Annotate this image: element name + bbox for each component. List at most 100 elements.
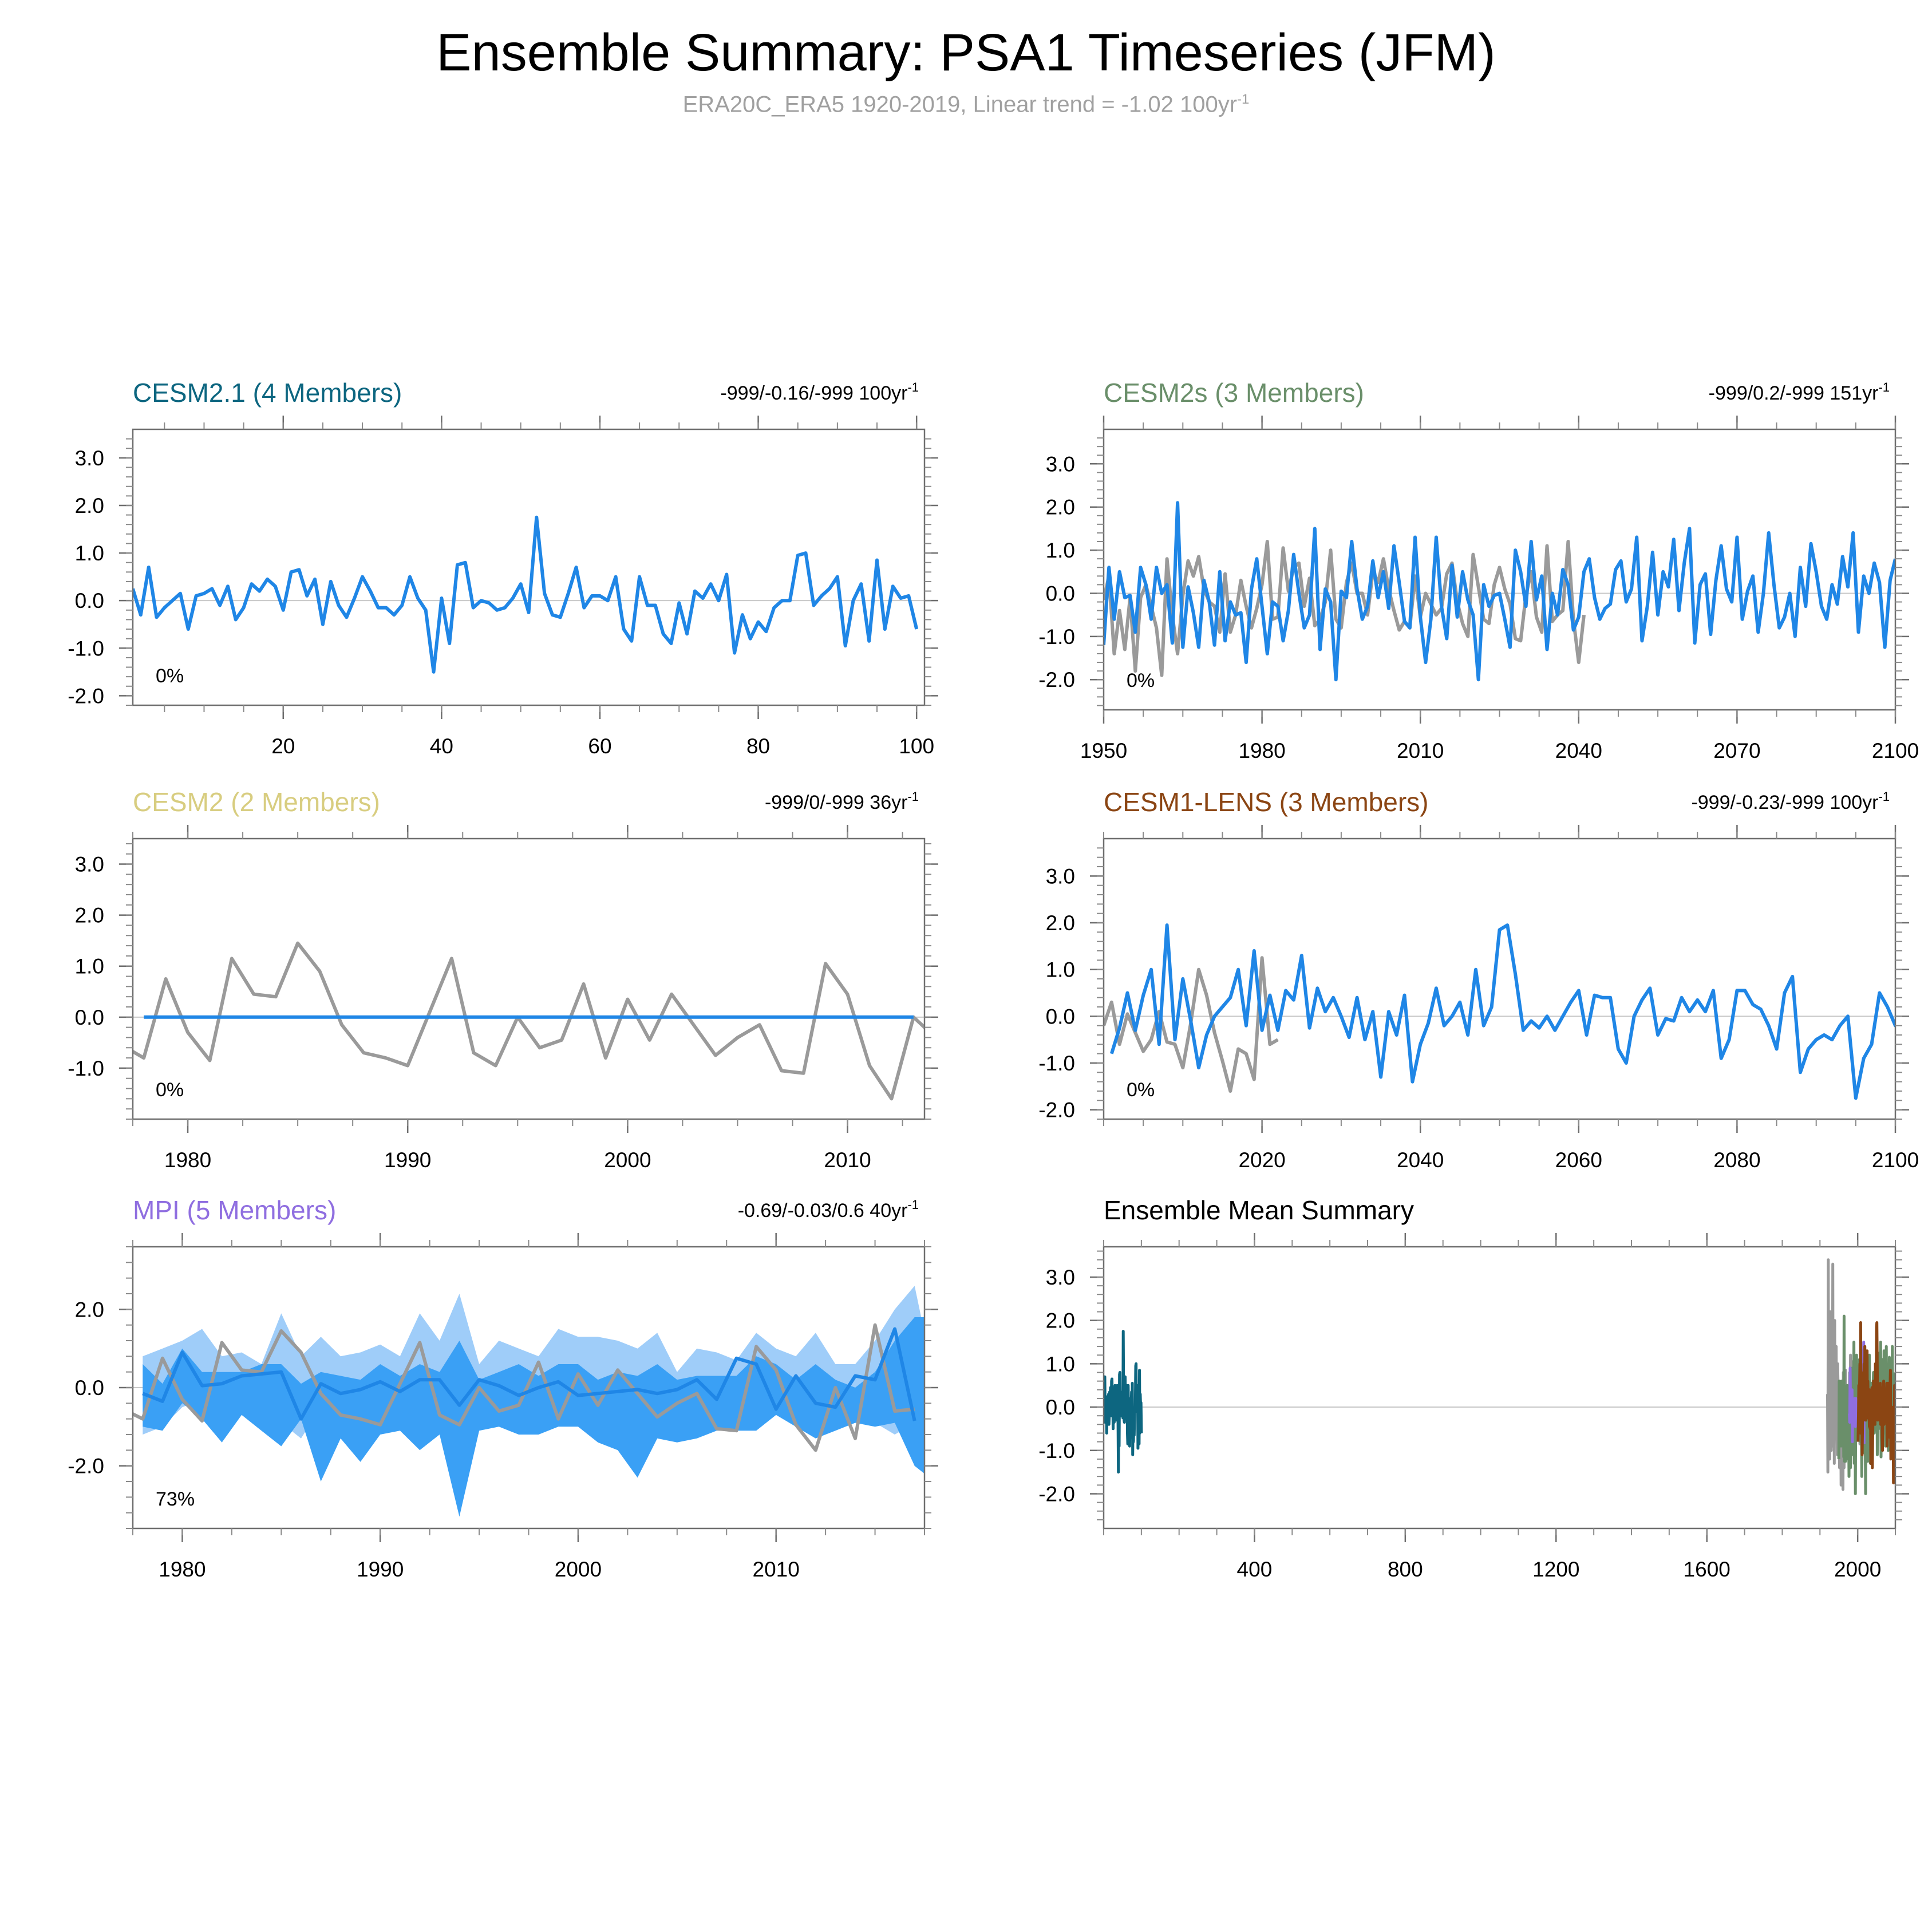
y-tick-label: -1.0	[1038, 625, 1075, 649]
ensemble-mean-line	[1104, 501, 1895, 682]
x-tick-label: 2080	[1713, 1148, 1760, 1172]
y-tick-label: -1.0	[68, 637, 104, 660]
y-tick-label: 1.0	[1046, 1352, 1075, 1376]
x-tick-label: 2100	[1872, 1148, 1919, 1172]
spread-band-inner	[143, 1317, 924, 1517]
subtitle-text: ERA20C_ERA5 1920-2019, Linear trend = -1…	[682, 92, 1238, 117]
percent-label: 0%	[1127, 1079, 1155, 1101]
plot-area	[1104, 501, 1895, 682]
percent-label: 0%	[1127, 670, 1155, 692]
x-tick-label: 2040	[1397, 1148, 1444, 1172]
y-tick-label: 3.0	[1046, 864, 1075, 888]
x-tick-label: 2070	[1713, 739, 1760, 762]
y-tick-label: 2.0	[1046, 496, 1075, 519]
y-tick-label: 1.0	[75, 955, 104, 978]
percent-label: 0%	[156, 665, 184, 687]
x-tick-label: 2000	[1834, 1558, 1881, 1581]
y-tick-label: -2.0	[1038, 1482, 1075, 1506]
x-tick-label: 1990	[384, 1148, 431, 1172]
plot-frame	[132, 837, 926, 1120]
panel-cesm1: -2.0 -1.0 0.0 1.0 2.0 3.0 2020 2040 2060 2080 2100…	[1038, 787, 1919, 1172]
trend-text: -999/0.2/-999 151yr	[1709, 382, 1879, 404]
x-tick-label: 2100	[1872, 739, 1919, 762]
trend-unit-exponent: -1	[907, 380, 919, 394]
panel-mean: -2.0 -1.0 0.0 1.0 2.0 3.0 400 800 1200 1600 2000 En…	[1038, 1195, 1909, 1581]
y-tick-label: 0.0	[1046, 1396, 1075, 1419]
trend-unit-exponent: -1	[907, 1198, 919, 1212]
series-line-cesm1-lens	[1856, 1321, 1895, 1484]
y-tick-label: 1.0	[1046, 958, 1075, 982]
ensemble-mean-line	[142, 1327, 916, 1421]
x-tick-label: 1980	[1238, 739, 1285, 762]
observation-line	[133, 941, 924, 1101]
panel-title: Ensemble Mean Summary	[1104, 1195, 1414, 1225]
y-tick-label: -2.0	[68, 1455, 104, 1478]
x-tick-label: 80	[746, 734, 770, 758]
x-tick-label: 1950	[1080, 739, 1127, 762]
plot-frame	[1103, 837, 1897, 1120]
trend-label: -0.69/-0.03/0.6 40yr-1	[738, 1198, 919, 1222]
x-tick-label: 2010	[1397, 739, 1444, 762]
plot-area	[1104, 923, 1895, 1100]
plot-area	[133, 515, 924, 674]
x-tick-label: 2010	[753, 1558, 800, 1581]
trend-label: -999/0/-999 36yr-1	[765, 789, 919, 813]
panel-cesm2s: -2.0 -1.0 0.0 1.0 2.0 3.0 1950 1980 2010 2040 2070…	[1038, 378, 1919, 762]
x-tick-label: 100	[899, 734, 934, 758]
y-tick-label: 3.0	[75, 447, 104, 470]
y-tick-label: 2.0	[75, 1298, 104, 1321]
x-tick-label: 1600	[1684, 1558, 1730, 1581]
x-tick-label: 1200	[1532, 1558, 1579, 1581]
y-tick-label: -2.0	[1038, 1099, 1075, 1122]
y-tick-label: 1.0	[1046, 539, 1075, 562]
y-tick-label: 0.0	[75, 1006, 104, 1029]
series-line-cesm2-1	[1104, 1330, 1143, 1474]
trend-label: -999/0.2/-999 151yr-1	[1709, 380, 1890, 404]
x-tick-label: 400	[1237, 1558, 1273, 1581]
y-tick-label: 2.0	[75, 904, 104, 927]
y-tick-label: -2.0	[1038, 668, 1075, 692]
y-tick-label: 1.0	[75, 542, 104, 565]
trend-text: -999/-0.16/-999 100yr	[720, 382, 907, 404]
y-tick-label: -2.0	[68, 684, 104, 708]
trend-label: -999/-0.16/-999 100yr-1	[720, 380, 919, 404]
trend-unit-exponent: -1	[907, 789, 919, 804]
trend-text: -999/0/-999 36yr	[765, 792, 908, 813]
figure-title: Ensemble Summary: PSA1 Timeseries (JFM)	[436, 23, 1496, 82]
x-tick-label: 2060	[1555, 1148, 1602, 1172]
figure-subtitle: ERA20C_ERA5 1920-2019, Linear trend = -1…	[0, 92, 1932, 117]
y-tick-label: -1.0	[1038, 1439, 1075, 1463]
y-tick-label: 2.0	[1046, 1309, 1075, 1333]
x-tick-label: 2000	[604, 1148, 651, 1172]
plot-area	[133, 1286, 924, 1517]
x-tick-label: 20	[271, 734, 295, 758]
panel-mpi: -2.0 0.0 2.0 1980 1990 2000 2010 MPI (5 Members…	[68, 1195, 938, 1581]
x-tick-label: 1980	[164, 1148, 211, 1172]
panel-title: CESM2.1 (4 Members)	[133, 378, 402, 408]
panel-title: CESM2 (2 Members)	[133, 787, 380, 817]
percent-label: 0%	[156, 1079, 184, 1101]
y-tick-label: 0.0	[1046, 1005, 1075, 1028]
trend-unit-exponent: -1	[1878, 789, 1890, 804]
x-tick-label: 2040	[1555, 739, 1602, 762]
ensemble-mean-line	[1109, 923, 1895, 1100]
trend-text: -0.69/-0.03/0.6 40yr	[738, 1200, 908, 1222]
panel-cesm2: -1.0 0.0 1.0 2.0 3.0 1980 1990 2000 2010 CESM2 (2…	[68, 787, 938, 1172]
panel-cesm21: -2.0 -1.0 0.0 1.0 2.0 3.0 20 40 60 80 100 CESM2.1 (…	[68, 378, 938, 758]
panel-title: MPI (5 Members)	[133, 1195, 336, 1225]
y-tick-label: 3.0	[75, 853, 104, 876]
trend-label: -999/-0.23/-999 100yr-1	[1691, 789, 1890, 813]
x-tick-label: 2000	[555, 1558, 602, 1581]
y-tick-label: -1.0	[1038, 1052, 1075, 1075]
percent-label: 73%	[156, 1488, 195, 1510]
subtitle-unit-exponent: -1	[1237, 92, 1250, 107]
x-tick-label: 40	[430, 734, 453, 758]
trend-unit-exponent: -1	[1878, 380, 1890, 394]
x-tick-label: 1980	[159, 1558, 206, 1581]
x-tick-label: 1990	[357, 1558, 404, 1581]
observation-line	[133, 1323, 915, 1452]
plot-frame	[132, 428, 926, 706]
x-tick-label: 2020	[1238, 1148, 1285, 1172]
